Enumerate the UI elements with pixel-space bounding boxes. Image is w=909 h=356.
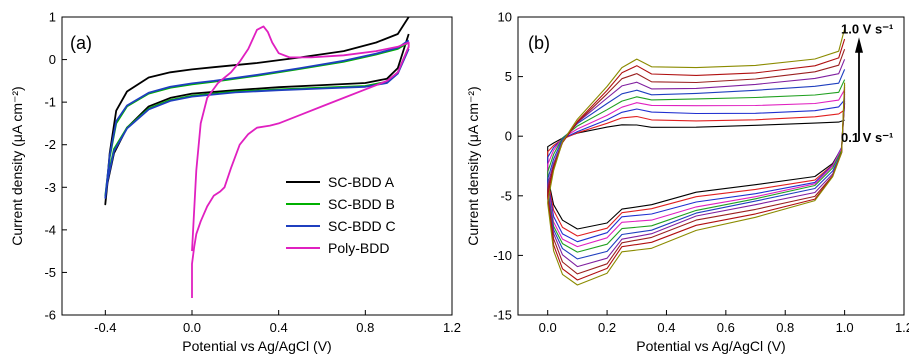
panel-b-ytick-label: -5 [500,188,512,203]
panel-b-series [547,28,846,286]
series-line-sc-bdd-a [104,16,410,206]
panel-a-ytick-label: 0 [49,52,56,67]
scan-rate-curve [547,28,846,286]
panel-a-label: (a) [70,33,92,53]
panel-a-series [104,16,410,298]
panel-a-xtick-label: 0.0 [183,320,201,335]
panel-a-xtick-label: 0.4 [270,320,288,335]
panel-b-annotations: 1.0 V s⁻¹ 0.1 V s⁻¹ [841,22,893,145]
panel-a-xtick-label: -0.4 [94,320,116,335]
legend-entry: SC-BDD C [328,218,396,234]
panel-a-xtick-label: 0.8 [356,320,374,335]
panel-a: -0.4 0.0 0.4 0.8 1.2 -6 -5 -4 -3 -2 -1 0 1 (a) Poten… [9,10,461,355]
annotation-high-rate: 1.0 V s⁻¹ [841,22,893,37]
panel-b-xlabel: Potential vs Ag/AgCl (V) [636,338,785,354]
panel-a-ytick-label: -1 [44,95,56,110]
panel-a-legend: SC-BDD A SC-BDD B SC-BDD C Poly-BDD [286,174,396,256]
panel-b-xtick-label: 0.0 [539,320,557,335]
panel-a-ytick-label: -4 [44,222,56,237]
panel-b-ticks: 0.0 0.2 0.4 0.6 0.8 1.0 1.2 -15 -10 -5 0 5 10 [493,10,909,336]
panel-a-ylabel: Current density (μA cm⁻²) [9,86,25,245]
panel-b-ytick-label: 5 [505,69,512,84]
panel-b-xtick-label: 1.2 [895,320,909,335]
panel-b-ytick-label: 10 [498,10,512,25]
panel-a-xlabel: Potential vs Ag/AgCl (V) [182,338,331,354]
panel-a-ytick-label: -3 [44,180,56,195]
scan-rate-curve [547,38,846,281]
panel-a-xtick-label: 1.2 [443,320,461,335]
scan-rate-arrow-head [855,37,863,53]
panel-b-ytick-label: 0 [505,129,512,144]
panel-b-xtick-label: 0.8 [776,320,794,335]
panel-a-ytick-label: -5 [44,265,56,280]
annotation-low-rate: 0.1 V s⁻¹ [841,130,893,145]
panel-a-ticks: -0.4 0.0 0.4 0.8 1.2 -6 -5 -4 -3 -2 -1 0 1 [44,10,461,336]
panel-b: 0.0 0.2 0.4 0.6 0.8 1.0 1.2 -15 -10 -5 0 5 10 (b) Po… [465,10,909,355]
panel-a-ytick-label: -2 [44,137,56,152]
panel-b-xtick-label: 0.2 [598,320,616,335]
legend-entry: SC-BDD B [328,196,395,212]
panel-b-frame [517,16,905,316]
panel-a-frame [61,16,453,316]
panel-b-label: (b) [528,33,550,53]
scan-rate-curve [547,59,846,268]
panel-b-ytick-label: -15 [493,308,512,323]
legend-entry: SC-BDD A [328,174,395,190]
series-line-sc-bdd-c [104,39,410,199]
panel-a-ytick-label: 1 [49,10,56,25]
panel-b-xtick-label: 0.6 [717,320,735,335]
panel-a-ytick-label: -6 [44,308,56,323]
panel-b-xtick-label: 0.4 [657,320,675,335]
panel-b-ytick-label: -10 [493,248,512,263]
panel-b-ylabel: Current density (μA cm⁻²) [465,86,481,245]
legend-entry: Poly-BDD [328,240,389,256]
series-line-poly-bdd [191,25,410,298]
panel-b-xtick-label: 1.0 [836,320,854,335]
scan-rate-curve [547,49,846,275]
series-line-sc-bdd-b [104,41,410,197]
